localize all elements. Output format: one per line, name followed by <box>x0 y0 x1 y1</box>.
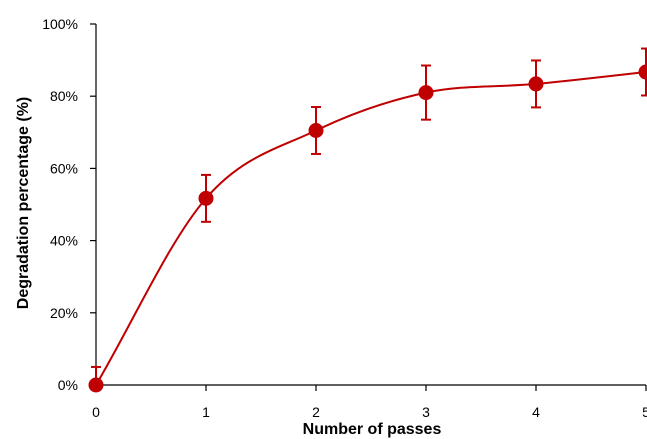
x-tick-label: 2 <box>312 404 320 420</box>
y-tick-label: 40% <box>50 233 78 249</box>
y-tick-label: 20% <box>50 305 78 321</box>
data-point <box>308 122 324 138</box>
data-point <box>88 377 104 393</box>
data-point <box>528 76 544 92</box>
y-tick-label: 0% <box>58 377 78 393</box>
data-point <box>638 64 647 80</box>
x-tick-label: 3 <box>422 404 430 420</box>
x-axis-title: Number of passes <box>303 421 442 438</box>
x-tick-label: 4 <box>532 404 540 420</box>
y-tick-label: 100% <box>42 16 78 32</box>
y-axis-ticks: 0% 20% 40% 60% 80% 100% <box>42 16 96 393</box>
x-tick-label: 5 <box>642 404 647 420</box>
data-point <box>198 190 214 206</box>
y-tick-label: 80% <box>50 88 78 104</box>
x-tick-label: 1 <box>202 404 210 420</box>
y-axis-title: Degradation percentage (%) <box>15 97 32 309</box>
data-point <box>418 85 434 101</box>
axes <box>95 24 646 386</box>
series-group <box>88 47 647 393</box>
y-tick-label: 60% <box>50 160 78 176</box>
series-line <box>95 71 647 386</box>
x-tick-label: 0 <box>92 404 100 420</box>
x-axis-ticks: 0 1 2 3 4 5 <box>92 385 647 420</box>
